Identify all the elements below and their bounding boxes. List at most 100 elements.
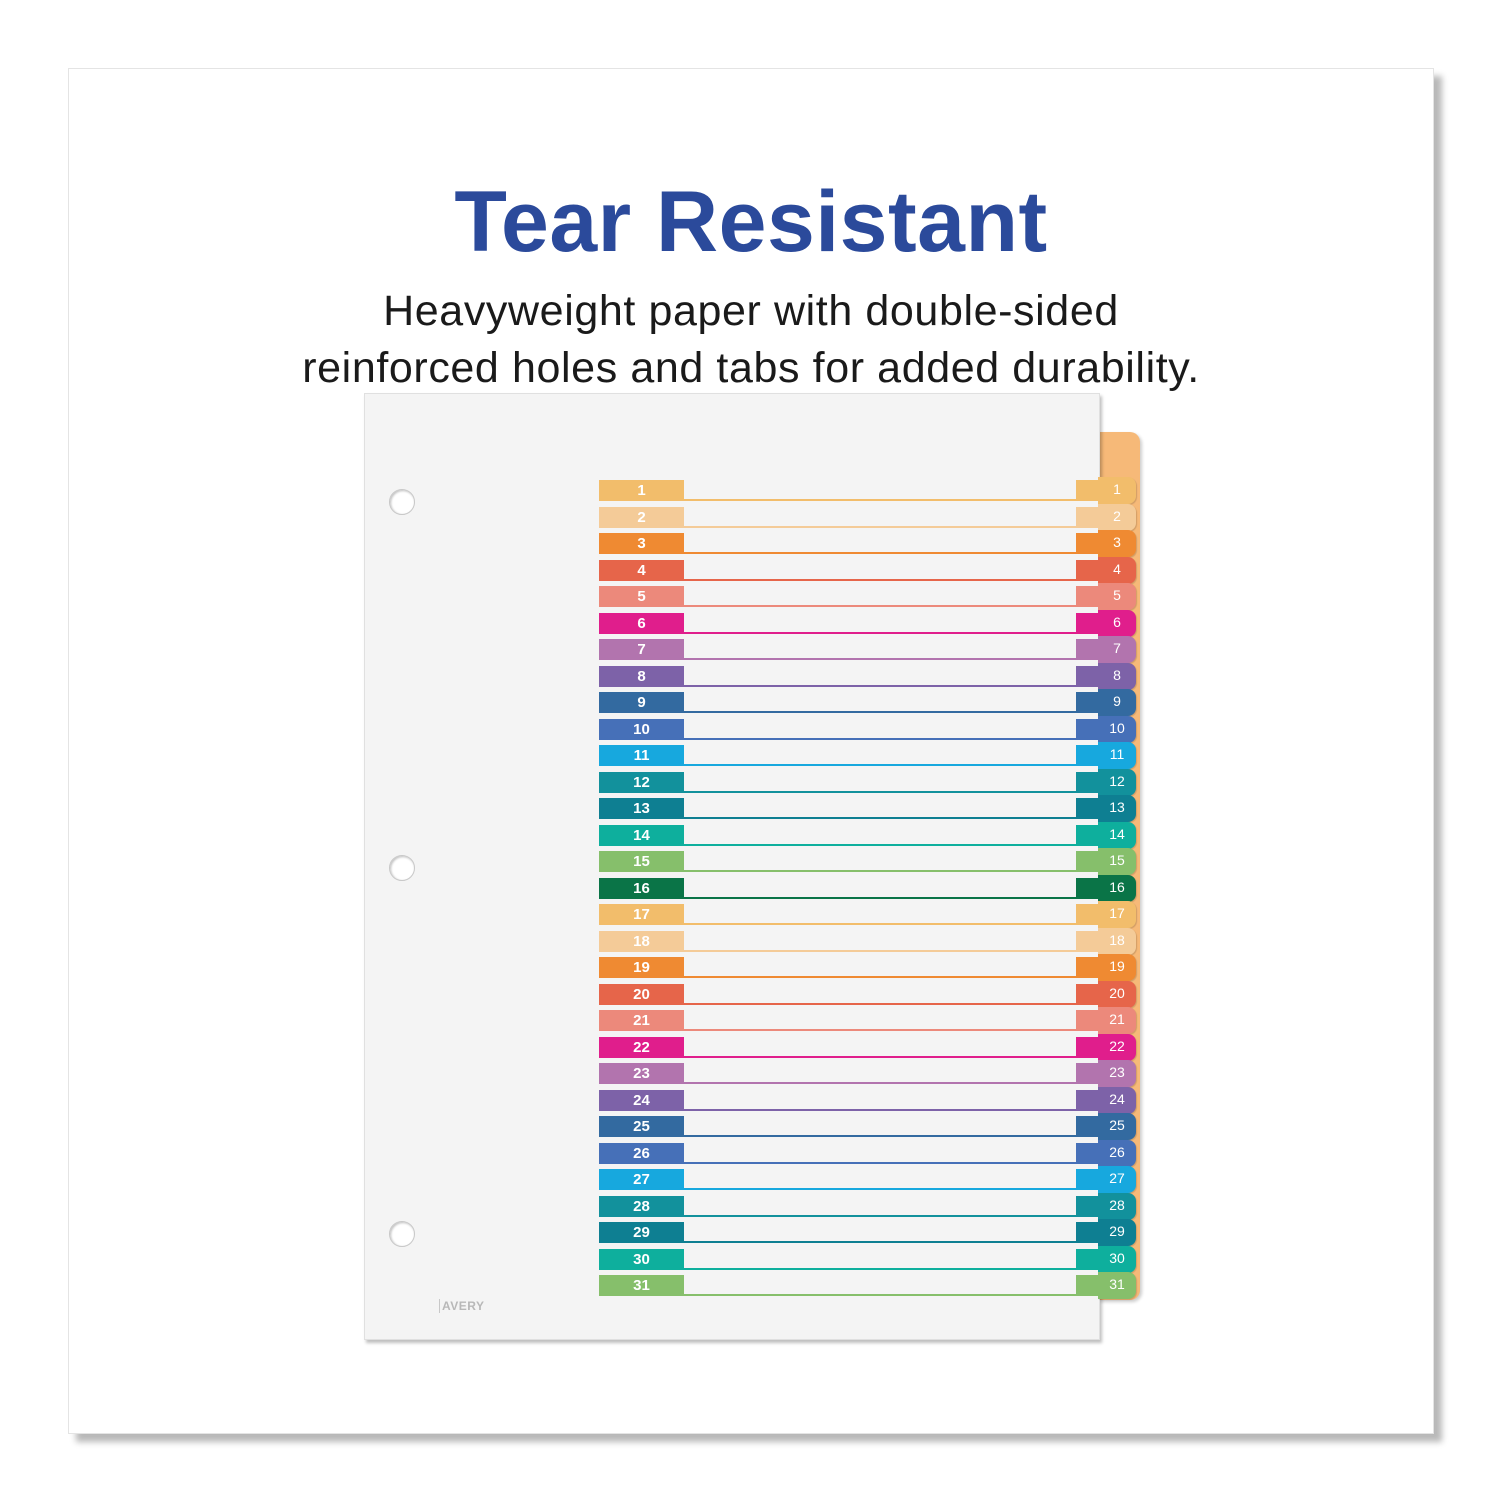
headline: Tear Resistant [454, 174, 1048, 270]
side-tab[interactable]: 1 [1098, 477, 1136, 504]
side-tab[interactable]: 21 [1098, 1007, 1136, 1034]
toc-rule [684, 1108, 1076, 1111]
toc-row: 13 [599, 798, 1333, 819]
side-tab[interactable]: 14 [1098, 821, 1136, 849]
toc-rule [684, 631, 1076, 634]
side-tab[interactable]: 26 [1098, 1139, 1136, 1167]
side-tab[interactable]: 28 [1098, 1192, 1136, 1220]
side-tab[interactable]: 2 [1098, 503, 1136, 531]
toc-tab-label: 27 [599, 1169, 684, 1190]
side-tab[interactable]: 22 [1098, 1033, 1136, 1061]
toc-tab-label: 19 [599, 957, 684, 978]
toc-rule [684, 1002, 1076, 1005]
toc-rule [684, 976, 1076, 978]
toc-row: 11 [599, 745, 1333, 766]
toc-tab-label: 23 [599, 1063, 684, 1084]
toc-rule [684, 1055, 1076, 1058]
toc-rule [684, 843, 1076, 846]
toc-rule [684, 605, 1076, 607]
toc-tab-label: 17 [599, 904, 684, 925]
toc-tab-label: 14 [599, 824, 684, 846]
toc-tab-label: 4 [599, 559, 684, 581]
toc-row: 18 [599, 930, 1333, 952]
toc-rule [684, 817, 1076, 819]
toc-tab-label: 20 [599, 983, 684, 1005]
toc-tab-label: 12 [599, 771, 684, 793]
toc-tab-marker [1076, 506, 1098, 528]
punch-hole-bottom [389, 1221, 415, 1247]
side-tab[interactable]: 18 [1098, 927, 1136, 955]
subtitle: Heavyweight paper with double-sided rein… [69, 283, 1433, 397]
side-tab[interactable]: 6 [1098, 609, 1136, 637]
toc-tab-marker [1076, 851, 1098, 872]
toc-tab-label: 28 [599, 1195, 684, 1217]
side-tab[interactable]: 5 [1098, 583, 1136, 610]
side-tab[interactable]: 7 [1098, 636, 1136, 663]
toc-rule [684, 870, 1076, 872]
toc-row: 8 [599, 665, 1333, 687]
toc-tab-label: 18 [599, 930, 684, 952]
side-tab[interactable]: 24 [1098, 1086, 1136, 1114]
toc-tab-label: 24 [599, 1089, 684, 1111]
side-tab[interactable]: 4 [1098, 556, 1136, 584]
toc-tab-label: 6 [599, 612, 684, 634]
side-tab[interactable]: 23 [1098, 1060, 1136, 1087]
toc-rule [684, 1214, 1076, 1217]
toc-tab-marker [1076, 1275, 1098, 1296]
side-tab[interactable]: 20 [1098, 980, 1136, 1008]
side-tab[interactable]: 8 [1098, 662, 1136, 690]
side-tab[interactable]: 31 [1098, 1272, 1136, 1299]
toc-rule [684, 896, 1076, 899]
toc-rule [684, 1135, 1076, 1137]
side-tab[interactable]: 3 [1098, 530, 1136, 557]
side-tab[interactable]: 29 [1098, 1219, 1136, 1246]
side-tab[interactable]: 25 [1098, 1113, 1136, 1140]
toc-tab-label: 13 [599, 798, 684, 819]
toc-tab-marker [1076, 1063, 1098, 1084]
side-tab[interactable]: 13 [1098, 795, 1136, 822]
side-tab[interactable]: 30 [1098, 1245, 1136, 1273]
toc-row: 30 [599, 1248, 1333, 1270]
toc-tab-marker [1076, 665, 1098, 687]
side-tab[interactable]: 19 [1098, 954, 1136, 981]
toc-rule [684, 1161, 1076, 1164]
toc-row: 17 [599, 904, 1333, 925]
toc-rule [684, 764, 1076, 766]
toc-row: 29 [599, 1222, 1333, 1243]
toc-tab-label: 10 [599, 718, 684, 740]
toc-rule [684, 711, 1076, 713]
toc-rule [684, 525, 1076, 528]
toc-tab-label: 15 [599, 851, 684, 872]
toc-tab-marker [1076, 1222, 1098, 1243]
toc-tab-marker [1076, 957, 1098, 978]
side-tab[interactable]: 15 [1098, 848, 1136, 875]
toc-row: 22 [599, 1036, 1333, 1058]
toc-row: 23 [599, 1063, 1333, 1084]
toc-tab-marker [1076, 1036, 1098, 1058]
side-tab[interactable]: 12 [1098, 768, 1136, 796]
toc-row: 1 [599, 480, 1333, 501]
side-tab[interactable]: 10 [1098, 715, 1136, 743]
side-tab[interactable]: 9 [1098, 689, 1136, 716]
side-tab[interactable]: 11 [1098, 742, 1136, 769]
toc-tab-marker [1076, 480, 1098, 501]
toc-rule [684, 1241, 1076, 1243]
side-tab[interactable]: 16 [1098, 874, 1136, 902]
toc-row: 19 [599, 957, 1333, 978]
toc-tab-label: 22 [599, 1036, 684, 1058]
toc-tab-marker [1076, 745, 1098, 766]
toc-rule [684, 1029, 1076, 1031]
toc-tab-label: 7 [599, 639, 684, 660]
toc-row: 28 [599, 1195, 1333, 1217]
side-tab[interactable]: 17 [1098, 901, 1136, 928]
toc-row: 3 [599, 533, 1333, 554]
side-tab[interactable]: 27 [1098, 1166, 1136, 1193]
toc-tab-marker [1076, 877, 1098, 899]
toc-row: 27 [599, 1169, 1333, 1190]
toc-rule [684, 790, 1076, 793]
toc-tab-label: 1 [599, 480, 684, 501]
toc-tab-marker [1076, 824, 1098, 846]
toc-row: 20 [599, 983, 1333, 1005]
toc-rule [684, 658, 1076, 660]
toc-tab-marker [1076, 718, 1098, 740]
